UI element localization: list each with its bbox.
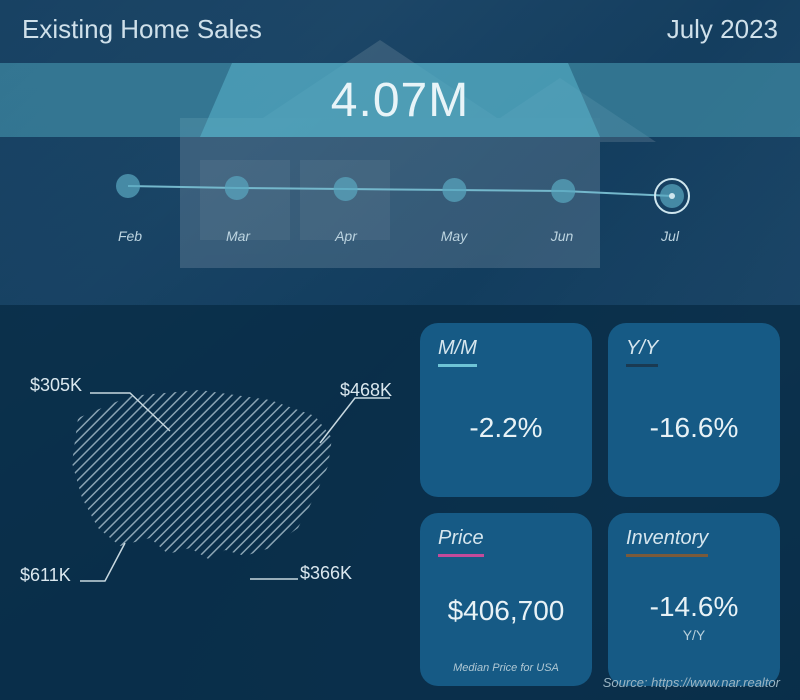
card-yy-value: -16.6% — [626, 371, 762, 485]
card-price-value: $406,700 — [438, 561, 574, 663]
card-inventory-value: -14.6% Y/Y — [626, 561, 762, 675]
card-price: Price $406,700 Median Price for USA — [420, 513, 592, 687]
stats-grid: M/M -2.2% Y/Y -16.6% Price $406,700 Medi… — [420, 323, 780, 686]
source-text: Source: https://www.nar.realtor — [603, 675, 780, 690]
card-mm-title: M/M — [438, 337, 477, 367]
page-period: July 2023 — [667, 14, 778, 45]
header: Existing Home Sales July 2023 — [0, 0, 800, 53]
card-mm: M/M -2.2% — [420, 323, 592, 497]
timeline-label: Jul — [650, 228, 690, 244]
timeline-label: Apr — [326, 228, 366, 244]
card-yy: Y/Y -16.6% — [608, 323, 780, 497]
region-label-south: $366K — [300, 563, 352, 584]
card-price-title: Price — [438, 527, 484, 557]
headline-banner: 4.07M — [0, 63, 800, 137]
timeline-chart: FebMarAprMayJunJul — [110, 167, 690, 237]
card-inventory-title: Inventory — [626, 527, 708, 557]
lower-panel: $305K $468K $611K $366K M/M -2.2% Y/Y -1… — [0, 305, 800, 700]
timeline-label: Feb — [110, 228, 150, 244]
card-mm-value: -2.2% — [438, 371, 574, 485]
page-title: Existing Home Sales — [22, 14, 262, 45]
card-inventory-sub: Y/Y — [683, 627, 706, 643]
card-yy-title: Y/Y — [626, 337, 658, 367]
headline-value: 4.07M — [331, 73, 469, 128]
region-label-northeast: $468K — [340, 380, 392, 401]
card-inventory: Inventory -14.6% Y/Y — [608, 513, 780, 687]
timeline-label: Jun — [542, 228, 582, 244]
card-inventory-number: -14.6% — [650, 591, 739, 623]
region-label-west: $611K — [20, 565, 71, 586]
map-panel: $305K $468K $611K $366K — [20, 323, 402, 686]
timeline-svg — [110, 167, 690, 217]
timeline-label: May — [434, 228, 474, 244]
timeline-labels: Feb Mar Apr May Jun Jul — [110, 222, 690, 244]
region-label-midwest: $305K — [30, 375, 82, 396]
timeline-label: Mar — [218, 228, 258, 244]
card-price-footnote: Median Price for USA — [438, 662, 574, 674]
